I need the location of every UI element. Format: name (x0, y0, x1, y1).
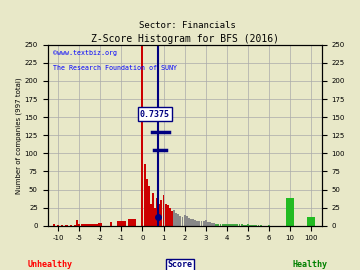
Bar (232, 224, 234, 226)
Bar (222, 224, 224, 226)
Bar (188, 218, 190, 226)
Bar (91, 224, 95, 226)
Bar (81, 224, 85, 226)
Bar (171, 211, 173, 226)
Bar (173, 210, 175, 226)
Bar (201, 221, 202, 226)
Bar (192, 219, 194, 226)
Bar (169, 208, 171, 226)
Bar (74, 225, 76, 226)
Bar (57, 225, 59, 226)
Bar (53, 224, 55, 226)
Text: 0.7375: 0.7375 (140, 110, 170, 119)
Bar (198, 221, 201, 226)
Bar (307, 217, 315, 226)
Bar (88, 224, 91, 226)
Bar (226, 224, 228, 226)
Text: Unhealthy: Unhealthy (28, 260, 73, 269)
Bar (253, 225, 255, 226)
Bar (196, 221, 198, 226)
Title: Z-Score Histogram for BFS (2016): Z-Score Histogram for BFS (2016) (91, 34, 279, 44)
Bar (220, 224, 221, 226)
Bar (144, 164, 145, 226)
Bar (186, 216, 188, 226)
Bar (205, 220, 207, 226)
Bar (287, 198, 294, 226)
Bar (239, 224, 240, 226)
Bar (128, 218, 136, 226)
Bar (184, 215, 186, 226)
Bar (287, 220, 294, 226)
Bar (76, 220, 78, 226)
Bar (175, 213, 177, 226)
Bar (247, 224, 249, 226)
Bar (78, 224, 80, 226)
Bar (181, 217, 184, 226)
Bar (243, 225, 245, 226)
Bar (69, 225, 72, 226)
Text: The Research Foundation of SUNY: The Research Foundation of SUNY (53, 65, 177, 70)
Bar (194, 220, 196, 226)
Bar (148, 186, 150, 226)
Bar (156, 198, 158, 226)
Bar (99, 223, 102, 226)
Bar (146, 179, 148, 226)
Bar (249, 225, 251, 226)
Bar (240, 224, 243, 226)
Bar (158, 204, 160, 226)
Bar (85, 224, 88, 226)
Text: Healthy: Healthy (292, 260, 327, 269)
Bar (257, 225, 260, 226)
Bar (150, 204, 152, 226)
Bar (209, 222, 211, 226)
Y-axis label: Number of companies (997 total): Number of companies (997 total) (15, 77, 22, 194)
Bar (95, 224, 99, 226)
Bar (260, 225, 262, 226)
Bar (234, 224, 236, 226)
Bar (251, 225, 253, 226)
Bar (161, 200, 162, 226)
Bar (61, 225, 63, 226)
Bar (177, 214, 179, 226)
Bar (207, 222, 209, 226)
Bar (152, 193, 154, 226)
Bar (190, 218, 192, 226)
Bar (268, 225, 270, 226)
Bar (256, 225, 257, 226)
Bar (110, 222, 112, 226)
Bar (228, 224, 230, 226)
Bar (230, 224, 232, 226)
Bar (211, 223, 213, 226)
Bar (224, 224, 226, 226)
Bar (180, 216, 181, 226)
Bar (141, 46, 143, 226)
Bar (213, 223, 215, 226)
Bar (163, 195, 165, 226)
Text: ©www.textbiz.org: ©www.textbiz.org (53, 50, 117, 56)
Bar (66, 225, 68, 226)
Bar (167, 205, 169, 226)
Bar (203, 221, 204, 226)
Text: Sector: Financials: Sector: Financials (139, 21, 235, 30)
Bar (217, 224, 219, 226)
Text: Score: Score (167, 260, 193, 269)
Bar (165, 204, 167, 226)
Bar (154, 208, 156, 226)
Bar (245, 225, 247, 226)
Bar (117, 221, 126, 226)
Bar (215, 224, 217, 226)
Bar (237, 224, 238, 226)
